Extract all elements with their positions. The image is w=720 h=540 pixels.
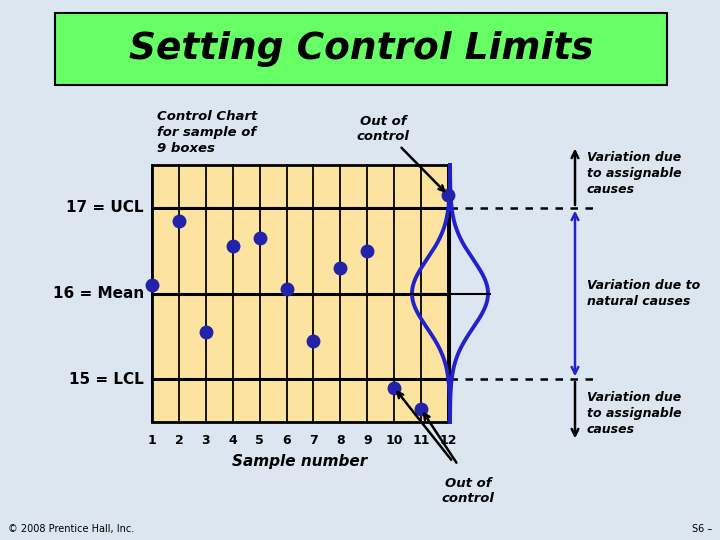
Text: 4: 4	[228, 434, 237, 447]
Text: Out of
control: Out of control	[441, 477, 495, 505]
Text: 12: 12	[439, 434, 456, 447]
Text: 2: 2	[174, 434, 184, 447]
Text: 16 = Mean: 16 = Mean	[53, 286, 144, 301]
Text: 5: 5	[256, 434, 264, 447]
Text: 1: 1	[148, 434, 156, 447]
Text: 15 = LCL: 15 = LCL	[69, 372, 144, 387]
Text: 9: 9	[363, 434, 372, 447]
Text: 6: 6	[282, 434, 291, 447]
Text: Variation due
to assignable
causes: Variation due to assignable causes	[587, 390, 682, 436]
Text: 8: 8	[336, 434, 345, 447]
Text: Control Chart
for sample of
9 boxes: Control Chart for sample of 9 boxes	[157, 110, 257, 155]
Text: Variation due to
natural causes: Variation due to natural causes	[587, 279, 701, 308]
Text: Out of
control: Out of control	[356, 115, 444, 191]
Text: Sample number: Sample number	[233, 454, 368, 469]
Text: © 2008 Prentice Hall, Inc.: © 2008 Prentice Hall, Inc.	[8, 524, 134, 534]
Text: 10: 10	[385, 434, 403, 447]
Text: 7: 7	[309, 434, 318, 447]
Text: 3: 3	[202, 434, 210, 447]
Bar	[55, 13, 667, 85]
Bar	[152, 165, 448, 422]
Text: Variation due
to assignable
causes: Variation due to assignable causes	[587, 151, 682, 197]
Text: 11: 11	[413, 434, 430, 447]
Text: 17 = UCL: 17 = UCL	[66, 200, 144, 215]
Text: Setting Control Limits: Setting Control Limits	[129, 31, 593, 67]
Text: S6 –: S6 –	[692, 524, 712, 534]
